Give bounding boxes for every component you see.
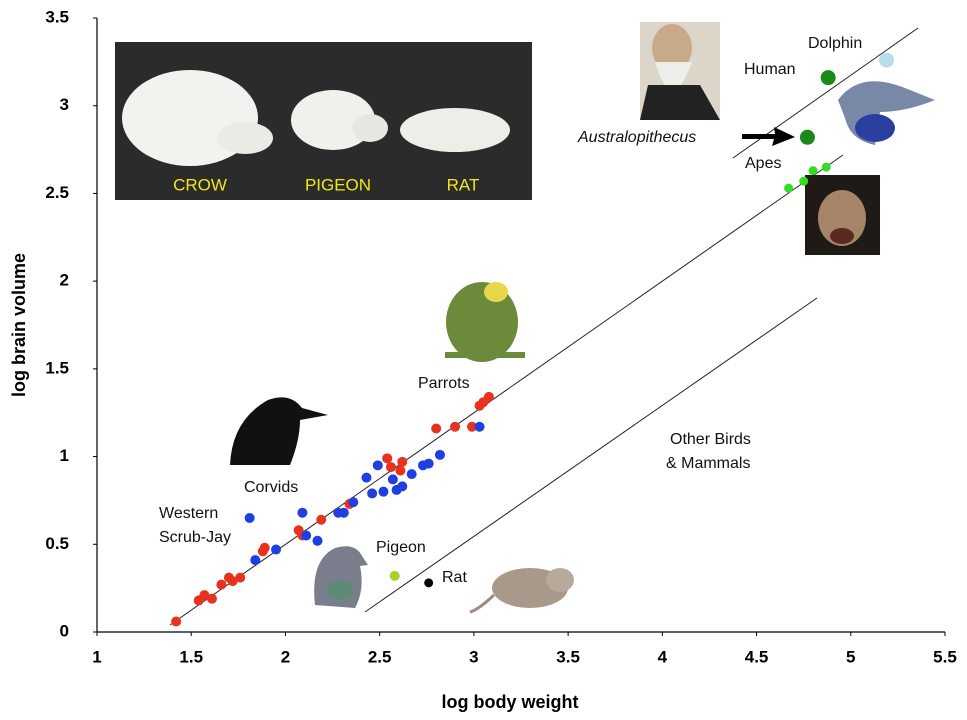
y-tick-label: 2 [60, 271, 69, 290]
point [206, 593, 217, 604]
trend-line [169, 154, 844, 626]
point [406, 469, 417, 480]
x-tick-label: 4 [658, 647, 668, 666]
point [423, 458, 434, 469]
point [216, 579, 227, 590]
dolphin-image [838, 81, 935, 145]
point [372, 460, 383, 471]
y-tick-label: 3.5 [45, 7, 69, 26]
point [483, 391, 494, 402]
point [378, 486, 389, 497]
x-tick-label: 4.5 [745, 647, 769, 666]
annotation: Australopithecus [577, 129, 696, 146]
annotation: Pigeon [376, 539, 426, 556]
point [434, 449, 445, 460]
point [250, 555, 261, 566]
photo-label: RAT [447, 175, 480, 194]
x-tick-label: 2 [281, 647, 290, 666]
point [395, 465, 406, 476]
point [199, 590, 210, 601]
point [450, 421, 461, 432]
photo-label: PIGEON [305, 175, 371, 194]
annotation: Human [744, 61, 796, 78]
point [474, 421, 485, 432]
annotation: & Mammals [666, 455, 750, 472]
point [424, 578, 434, 588]
y-tick-label: 0.5 [45, 534, 69, 553]
y-tick-label: 3 [60, 95, 69, 114]
point [397, 456, 408, 467]
point [397, 481, 408, 492]
photo-label: CROW [173, 175, 227, 194]
y-tick-label: 1.5 [45, 358, 69, 377]
point [348, 497, 359, 508]
annotation: Other Birds [670, 431, 751, 448]
point [389, 570, 400, 581]
annotation: Scrub-Jay [159, 529, 231, 546]
point [171, 616, 182, 627]
trend-line [364, 297, 818, 613]
crow-image [230, 397, 328, 465]
point [316, 514, 327, 525]
x-tick-label: 5.5 [933, 647, 957, 666]
annotation: Dolphin [808, 35, 862, 52]
point [367, 488, 378, 499]
point [879, 52, 895, 68]
annotation: Corvids [244, 479, 298, 496]
x-axis-label: log body weight [442, 692, 579, 712]
annotation: Parrots [418, 375, 470, 392]
point [244, 512, 255, 523]
arrow [742, 127, 795, 146]
point [431, 423, 442, 434]
y-tick-label: 0 [60, 621, 69, 640]
annotation: Western [159, 505, 218, 522]
point [387, 474, 398, 485]
x-tick-label: 5 [846, 647, 855, 666]
y-tick-label: 2.5 [45, 183, 69, 202]
point [227, 576, 238, 587]
y-tick-label: 1 [60, 446, 69, 465]
x-tick-label: 3 [469, 647, 478, 666]
point [297, 507, 308, 518]
darwin-image [640, 22, 720, 120]
parrot-image [445, 282, 525, 362]
x-tick-label: 2.5 [368, 647, 392, 666]
chimp-image [805, 175, 880, 255]
point [235, 572, 246, 583]
rat-image [469, 568, 574, 614]
annotation: Apes [745, 155, 781, 172]
point [821, 162, 831, 172]
point [271, 544, 282, 555]
point [259, 542, 270, 553]
point [808, 166, 818, 176]
x-tick-label: 1.5 [179, 647, 203, 666]
point [338, 507, 349, 518]
point [361, 472, 372, 483]
point [799, 176, 809, 186]
annotation: Rat [442, 569, 467, 586]
point [820, 70, 836, 86]
point [382, 453, 393, 464]
pigeon-image [314, 546, 368, 608]
x-tick-label: 3.5 [556, 647, 580, 666]
y-axis-label: log brain volume [9, 253, 29, 397]
x-tick-label: 1 [92, 647, 101, 666]
point [799, 129, 815, 145]
point [467, 421, 478, 432]
point [301, 530, 312, 541]
point [312, 535, 323, 546]
point [385, 462, 396, 473]
brain-photo: CROW PIGEON RAT [115, 42, 532, 200]
point [784, 183, 794, 193]
